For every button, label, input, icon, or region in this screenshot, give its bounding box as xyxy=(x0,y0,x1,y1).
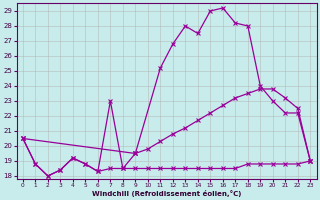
X-axis label: Windchill (Refroidissement éolien,°C): Windchill (Refroidissement éolien,°C) xyxy=(92,190,241,197)
